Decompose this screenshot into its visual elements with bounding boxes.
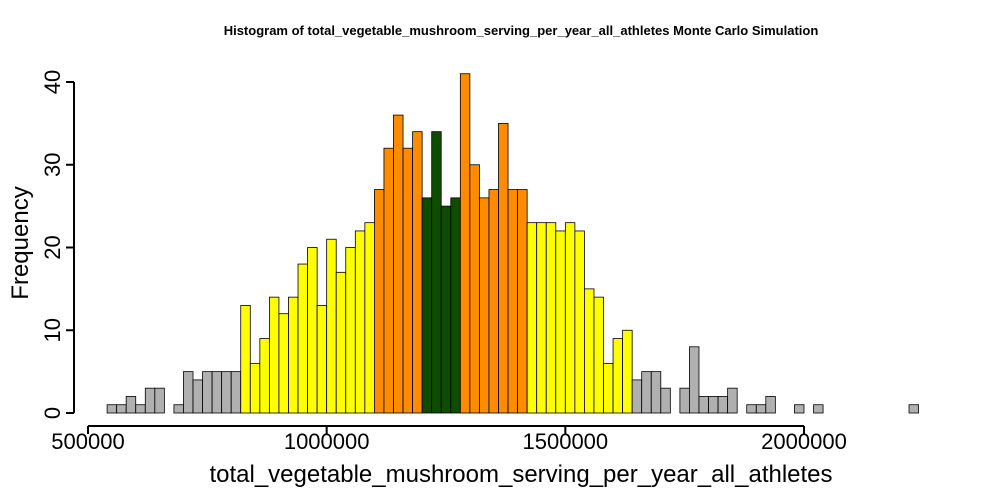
histogram-bar [746,404,757,414]
histogram-bar [259,338,270,414]
histogram-bar [708,396,719,414]
y-tick-label: 0 [40,407,65,419]
histogram-bar [507,189,519,414]
histogram-bar [412,131,423,414]
histogram-bar [526,222,538,414]
histogram-bar [584,288,595,414]
histogram-bar [765,396,776,414]
histogram-bar [268,296,280,414]
histogram-bar [144,387,156,414]
histogram-bar [221,371,232,414]
histogram-bar [536,222,547,414]
histogram-bar [698,396,709,414]
x-tick-label: 500000 [51,429,124,454]
y-tick-label: 20 [40,235,65,259]
histogram-bar [755,404,767,414]
histogram-bar [660,387,671,414]
histogram-bar [106,404,118,414]
histogram-bar [173,404,184,414]
bar-group [106,73,919,414]
histogram-bar [316,305,328,414]
x-tick-label: 1000000 [284,429,370,454]
histogram-bar [794,404,805,414]
histogram-bar [116,404,127,414]
histogram-bar [908,404,919,414]
histogram-bar [297,263,308,414]
chart-title: Histogram of total_vegetable_mushroom_se… [224,23,819,38]
x-tick-label: 2000000 [761,429,847,454]
histogram-bar [364,222,375,414]
histogram-bar [211,371,223,414]
histogram-bar [479,197,490,414]
histogram-bar [393,114,404,414]
histogram-bar [450,197,461,414]
histogram-bar [641,371,652,414]
histogram-bar [679,387,690,414]
histogram-bar [813,404,824,414]
histogram-bar [440,205,452,414]
x-axis: 500000 1000000 1500000 2000000 [51,425,847,454]
histogram-bar [373,189,385,414]
histogram-bar [727,387,738,414]
histogram-bar [307,247,318,414]
histogram-bar [431,131,442,414]
histogram-bar [650,371,662,414]
histogram-bar [202,371,213,414]
histogram-bar [192,379,203,414]
histogram-bar [278,313,289,414]
histogram-bar [335,271,347,414]
x-tick-label: 1500000 [523,429,609,454]
histogram-bar [689,346,700,414]
histogram-bar [345,247,356,414]
histogram-bar [574,230,585,414]
histogram-bar [459,73,471,414]
y-axis: 0 10 20 30 40 [40,70,75,419]
y-tick-label: 30 [40,153,65,177]
histogram-bar [622,329,633,414]
histogram-bar [612,338,624,414]
histogram-bar [354,230,366,414]
histogram-bar [488,189,499,414]
histogram-bar [517,189,528,414]
histogram-bar [593,296,604,414]
histogram-bar [288,296,299,414]
histogram-bar [555,230,566,414]
y-axis-label: Frequency [7,186,34,299]
histogram-bar [249,362,261,414]
histogram-bar [230,371,242,414]
histogram-bar [402,147,413,414]
y-tick-label: 10 [40,318,65,342]
x-axis-label: total_vegetable_mushroom_serving_per_yea… [209,461,832,488]
histogram-bar [498,122,509,414]
histogram-bar [631,379,643,414]
histogram-bar [135,404,146,414]
histogram-bar [383,147,394,414]
y-tick-label: 40 [40,70,65,94]
histogram-bar [326,238,337,414]
histogram-bar [603,362,614,414]
histogram-bar [240,305,251,414]
histogram-bar [154,387,165,414]
histogram-bar [545,222,557,414]
histogram-bar [183,371,194,414]
histogram-bar [469,164,480,414]
histogram-bar [564,222,576,414]
histogram-bar [125,396,137,414]
histogram-bar [421,197,433,414]
histogram-bar [717,396,729,414]
